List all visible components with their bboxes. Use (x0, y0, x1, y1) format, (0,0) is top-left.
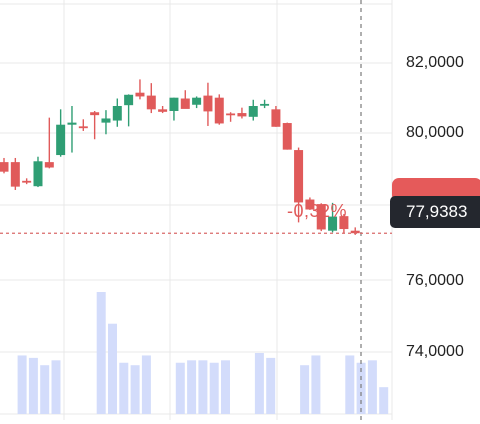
candle-body (203, 95, 213, 112)
candle-body (22, 180, 32, 183)
candle-body (271, 109, 281, 127)
candle-body (282, 123, 292, 150)
volume-bar (209, 362, 219, 414)
candle-body (56, 124, 66, 156)
candle-body (192, 97, 202, 105)
y-tick-label: 82,0000 (406, 54, 464, 71)
volume-bar (28, 357, 38, 414)
candle-body (44, 162, 54, 168)
candle-body (260, 103, 270, 106)
candle-body (316, 204, 326, 230)
candle-body (10, 162, 20, 187)
volume-bar (96, 292, 106, 414)
volume-bar (367, 360, 377, 414)
candle-body (226, 113, 236, 116)
candle-body (339, 216, 349, 230)
volume-bar (17, 355, 27, 414)
volume-bar (311, 355, 321, 414)
volume-bar (356, 362, 366, 414)
candle-body (237, 113, 247, 117)
candle-body (0, 162, 9, 172)
volume-bar (108, 323, 117, 414)
candle-body (112, 106, 122, 121)
candle-body (158, 109, 168, 112)
candle-body (90, 112, 100, 116)
volume-bar (187, 360, 197, 414)
candle-body (135, 92, 145, 97)
volume-bar (300, 365, 310, 414)
volume-bar (198, 360, 208, 414)
volume-bar (254, 353, 264, 414)
candle-body (214, 97, 224, 124)
y-tick-label: 80,0000 (406, 124, 464, 141)
candle-body (124, 94, 134, 106)
volume-bar (221, 360, 230, 414)
volume-bar (266, 357, 276, 414)
volume-bars (17, 292, 389, 414)
volume-bar (141, 355, 151, 414)
candle-body (169, 97, 179, 111)
volume-bar (119, 362, 129, 414)
y-tick-label: 76,0000 (406, 272, 464, 289)
volume-bar (345, 355, 355, 414)
last-price-label: 77,9383 (406, 202, 468, 221)
volume-bar (40, 365, 50, 414)
candle-body (294, 150, 304, 203)
candle-body (78, 126, 88, 129)
grid-lines (0, 0, 393, 420)
candle-body (305, 199, 315, 210)
candle-body (33, 161, 43, 187)
change-percent-label: -0,32% (287, 201, 348, 221)
candle-body (328, 216, 338, 231)
last-price-tag: 77,9383 (390, 196, 480, 228)
candle-body (146, 95, 156, 110)
candle-body (67, 122, 77, 125)
volume-bar (130, 365, 140, 414)
volume-bar (175, 362, 185, 414)
candles (0, 79, 360, 235)
volume-bar (379, 387, 389, 414)
candle-body (180, 98, 190, 109)
candle-body (101, 118, 111, 123)
volume-bar (51, 360, 61, 414)
candle-body (248, 106, 258, 117)
y-tick-label: 74,0000 (406, 343, 464, 360)
candle-body (350, 230, 360, 234)
